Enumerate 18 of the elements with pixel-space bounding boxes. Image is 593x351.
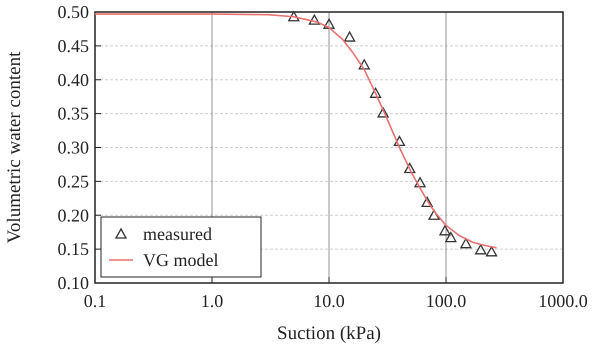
y-tick-label: 0.40 [58, 70, 89, 90]
x-tick-label: 0.1 [84, 291, 106, 311]
y-tick-label: 0.25 [58, 171, 89, 192]
y-tick-label: 0.15 [58, 239, 89, 260]
y-tick-label: 0.30 [58, 138, 89, 158]
x-tick-label: 10.0 [313, 291, 345, 311]
y-tick-label: 0.20 [58, 205, 89, 226]
legend-label: measured [143, 224, 212, 244]
legend-label: VG model [143, 250, 218, 270]
y-axis-title: Volumetric water content [4, 50, 25, 244]
y-tick-label: 0.45 [58, 36, 89, 56]
x-tick-label: 1000.0 [538, 291, 588, 311]
x-tick-label: 1.0 [200, 291, 224, 311]
x-axis-title: Suction (kPa) [277, 323, 381, 344]
y-tick-label: 0.10 [58, 273, 89, 293]
y-tick-label: 0.50 [58, 2, 89, 22]
y-tick-label: 0.35 [58, 104, 89, 124]
x-tick-label: 100.0 [426, 291, 466, 311]
